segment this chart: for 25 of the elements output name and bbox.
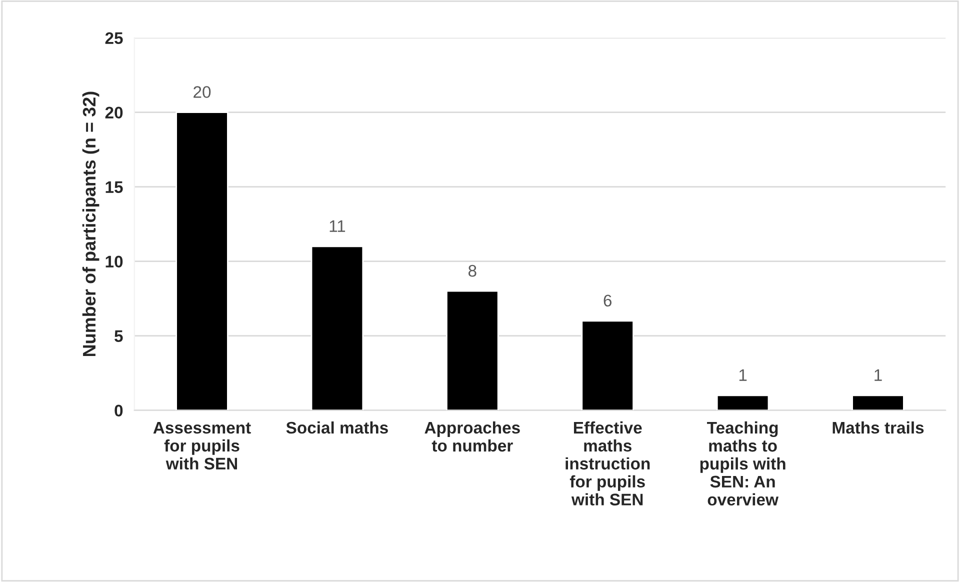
data-label: 8 <box>468 264 476 277</box>
y-tick-label: 15 <box>106 181 123 194</box>
bar <box>176 112 228 410</box>
y-tick-label: 25 <box>105 32 123 44</box>
bar <box>581 320 634 410</box>
bar <box>716 394 770 410</box>
y-tick-label: 5 <box>114 330 123 342</box>
x-tick-label: Approaches to number <box>424 421 520 452</box>
data-label: 6 <box>604 294 612 307</box>
bar <box>310 246 364 410</box>
x-tick-label: Maths trails <box>832 421 924 434</box>
data-label: 1 <box>739 369 747 381</box>
y-axis-title: Number of participants (n = 32) <box>82 92 100 356</box>
y-tick-label: 20 <box>105 106 123 119</box>
data-label: 20 <box>194 86 211 98</box>
bar <box>852 394 904 410</box>
x-tick-label: Teaching maths to pupils with SEN: An overview <box>700 421 786 506</box>
y-tick-label: 0 <box>114 404 123 417</box>
x-tick-label: Effective maths instruction for pupils with SEN <box>566 421 650 506</box>
x-tick-label: Social maths <box>286 421 388 434</box>
data-label: 11 <box>330 220 346 232</box>
bar <box>446 290 499 410</box>
x-tick-label: Assessment for pupils with SEN <box>153 422 251 470</box>
y-tick-label: 10 <box>106 256 123 268</box>
data-label: 1 <box>874 369 882 381</box>
